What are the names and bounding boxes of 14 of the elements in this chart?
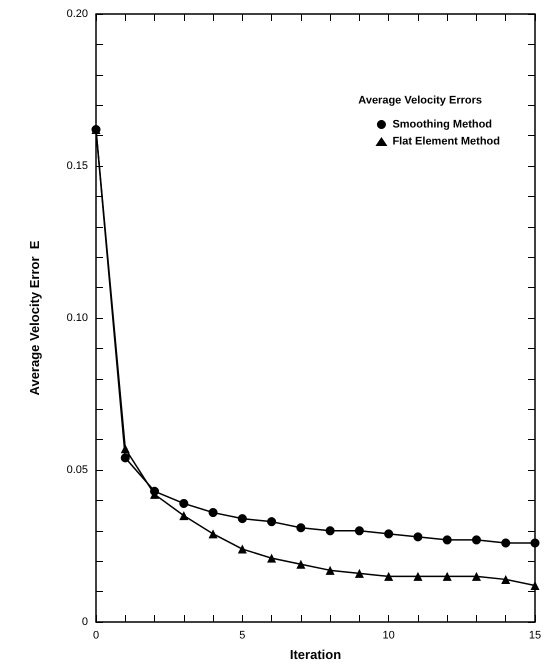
y-tick-label: 0.20 (66, 8, 88, 20)
y-tick-label: 0.10 (66, 312, 88, 324)
y-tick-label: 0.05 (66, 464, 88, 476)
x-tick-label: 0 (92, 630, 100, 642)
y-tick-label: 0 (82, 616, 88, 628)
legend-label: Flat Element Method (392, 136, 500, 148)
legend-title: Average Velocity Errors (358, 94, 482, 106)
x-tick-label: 5 (239, 630, 246, 642)
legend-label: Smoothing Method (392, 118, 492, 130)
x-axis-title: Iteration (290, 647, 342, 662)
x-tick-label: 15 (528, 630, 542, 642)
y-axis-title: Average Velocity Error E (27, 240, 42, 396)
x-tick-label: 10 (382, 630, 395, 642)
y-tick-label: 0.15 (66, 160, 88, 172)
